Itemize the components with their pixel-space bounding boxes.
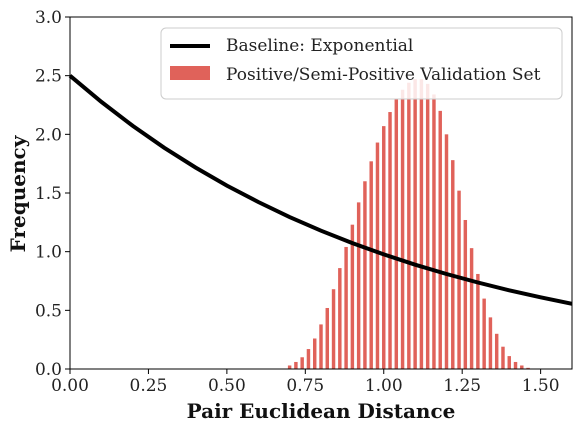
histogram-bar — [513, 361, 518, 369]
histogram-bar — [457, 190, 461, 369]
histogram-bar — [388, 112, 392, 369]
y-tick-label: 3.0 — [35, 8, 62, 28]
histogram-bar — [312, 338, 317, 369]
legend-bar-swatch — [170, 66, 210, 80]
x-axis-title: Pair Euclidean Distance — [187, 399, 456, 423]
y-tick-label: 1.0 — [35, 243, 62, 263]
histogram-bar — [451, 160, 455, 369]
histogram-bar — [356, 202, 361, 369]
histogram-bar — [382, 126, 386, 370]
histogram-bar — [413, 79, 417, 369]
histogram-bar — [300, 357, 304, 369]
histogram-bar — [331, 289, 336, 369]
histogram-bar — [369, 161, 373, 369]
x-tick-label: 0.00 — [51, 376, 89, 396]
histogram-bar — [526, 367, 530, 369]
histogram-bar — [394, 99, 399, 369]
x-tick-label: 1.00 — [365, 376, 403, 396]
legend-box — [160, 27, 563, 100]
y-tick-label: 0.0 — [35, 360, 62, 380]
legend-label-baseline: Baseline: Exponential — [226, 36, 413, 56]
x-tick-label: 0.25 — [130, 376, 168, 396]
histogram-bar — [287, 365, 292, 369]
x-tick-label: 1.50 — [522, 376, 560, 396]
histogram-bar — [319, 324, 323, 369]
histogram-bar — [469, 248, 474, 369]
histogram-bar — [432, 94, 436, 369]
histogram-bar — [350, 224, 355, 369]
ticks-layer: 0.00 0.25 0.50 0.75 1.00 1.25 1.50 0.0 0.5 1.0 1.5… — [35, 8, 560, 396]
histogram-bar — [488, 317, 493, 369]
histogram-bar — [444, 134, 449, 369]
y-tick-label: 2.0 — [35, 125, 62, 145]
histogram-bar — [363, 181, 367, 369]
histogram-bar — [482, 298, 486, 369]
histogram-bar — [425, 83, 430, 369]
series-line-baseline — [68, 74, 573, 306]
histogram-bar — [325, 307, 330, 369]
histogram-bar — [294, 361, 298, 369]
y-tick-label: 2.5 — [35, 67, 62, 87]
x-tick-label: 0.75 — [286, 376, 324, 396]
x-tick-label: 0.50 — [208, 376, 246, 396]
histogram-bar — [438, 110, 442, 369]
histogram-bar — [501, 346, 505, 369]
histogram-bar — [476, 273, 480, 369]
y-tick-label: 1.5 — [35, 184, 62, 204]
histogram-bar — [338, 268, 342, 369]
histogram-bar — [463, 219, 468, 369]
legend: Baseline: Exponential Positive/Semi-Posi… — [160, 27, 563, 100]
y-tick-label: 0.5 — [35, 301, 62, 321]
x-tick-label: 1.25 — [443, 376, 481, 396]
histogram-bar — [400, 89, 405, 369]
histogram-bar — [375, 142, 380, 369]
histogram-bar — [419, 79, 424, 369]
y-axis-title: Frequency — [6, 134, 30, 252]
histogram-bar — [494, 333, 499, 369]
histogram-bar — [344, 246, 348, 369]
histogram-bar — [507, 356, 511, 369]
line-layer — [68, 74, 573, 306]
histogram-bar — [407, 82, 411, 369]
histogram-bar — [520, 365, 524, 369]
histogram-bar — [306, 349, 311, 369]
legend-label-validation: Positive/Semi-Positive Validation Set — [226, 65, 541, 85]
bars-layer — [287, 79, 530, 370]
